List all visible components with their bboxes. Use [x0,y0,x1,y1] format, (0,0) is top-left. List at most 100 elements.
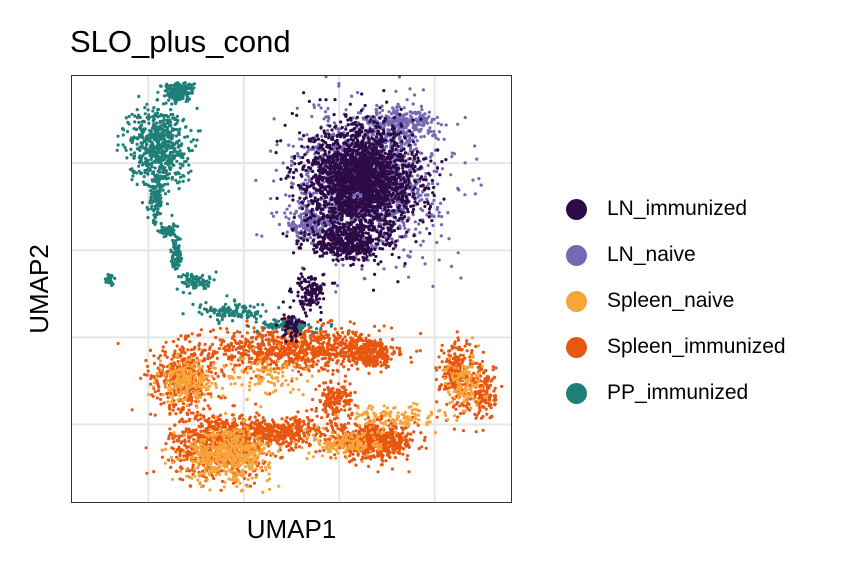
data-point [190,395,194,399]
data-point [204,388,208,392]
data-point [254,462,258,466]
data-point [214,371,218,376]
data-point [235,330,239,334]
data-point [171,339,176,344]
data-point [354,417,358,421]
data-point [276,425,280,429]
data-point [175,376,180,380]
data-point [180,466,184,471]
data-point [485,412,489,416]
data-point [185,378,189,382]
data-point [267,477,271,481]
data-point [294,442,298,446]
data-point [139,376,143,380]
data-point [275,363,279,367]
data-point [204,452,208,456]
data-point [379,443,383,447]
data-point [159,371,163,375]
data-point [316,359,320,363]
data-point [272,420,276,424]
data-point [182,367,186,371]
data-point [304,427,308,431]
data-point [344,399,348,403]
data-point [156,366,160,370]
data-point [357,336,361,340]
data-point [364,336,368,340]
data-point [211,328,215,332]
data-point [144,446,148,450]
data-point [249,426,253,431]
data-point [193,439,197,443]
data-point [210,451,214,455]
data-point [314,409,318,413]
data-point [443,411,447,415]
data-point [294,445,298,449]
data-point [272,361,276,365]
data-point [312,334,316,338]
data-point [331,445,335,449]
data-point [348,454,352,458]
data-point [300,446,304,450]
data-point [281,441,285,445]
data-point [331,411,335,415]
data-point [339,362,344,366]
data-point [256,441,260,445]
data-point [305,409,309,413]
data-point [309,419,313,423]
data-point [184,467,189,472]
data-point [375,360,379,364]
data-point [323,433,327,437]
data-point [310,357,315,361]
data-point [174,434,178,438]
data-point [386,364,390,369]
data-point [216,436,220,440]
data-point [212,362,216,366]
data-point [383,352,387,356]
data-point [291,343,295,347]
data-point [351,357,355,361]
data-point [194,449,198,453]
data-point [230,348,235,352]
data-point [267,472,271,476]
data-point [466,406,470,410]
data-point [328,419,332,423]
data-point [181,406,185,410]
data-point [236,455,240,459]
data-point [303,358,308,362]
data-point [262,419,266,423]
data-point [183,440,187,444]
data-point [256,368,260,372]
data-point [182,450,186,454]
data-point [186,366,190,370]
data-point [195,413,199,417]
data-point [345,447,349,451]
data-point [218,472,222,476]
data-point [226,343,230,347]
data-point [438,384,442,388]
data-point [339,408,343,412]
data-point [170,477,175,481]
data-point [344,456,348,460]
data-point [203,392,207,396]
data-point [190,332,194,336]
data-point [301,367,305,371]
data-point [328,435,332,439]
data-point [203,418,207,422]
data-point [199,328,203,332]
data-point [334,423,338,427]
data-point [348,359,352,363]
data-point [315,414,319,418]
data-point [355,411,359,415]
data-point [334,401,338,405]
data-point [287,448,291,452]
data-point [398,443,402,447]
data-point [343,346,347,350]
data-point [212,438,216,442]
data-point [367,420,371,424]
data-point [464,368,468,372]
data-point [180,384,184,388]
data-point [463,371,467,375]
data-point [256,419,260,423]
data-point [461,429,465,433]
data-point [332,345,336,350]
